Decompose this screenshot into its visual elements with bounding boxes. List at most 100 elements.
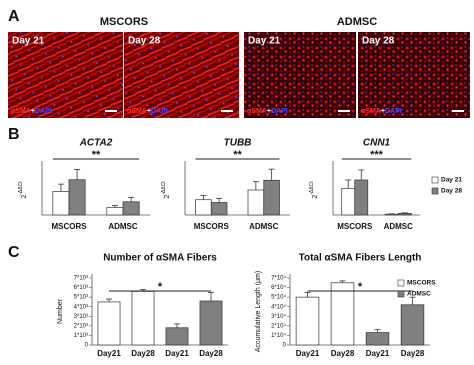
x-tick-label: ADMSC: [249, 222, 279, 231]
y-label-base: 2: [164, 195, 171, 199]
legend-label: Day 21: [441, 177, 462, 184]
day-label: Day 28: [128, 36, 161, 47]
y-label-base: 2: [312, 195, 319, 199]
stain-counter: DAPI: [151, 108, 168, 115]
bar: [263, 179, 280, 216]
x-tick-label: ADMSC: [108, 222, 138, 231]
y-tick-label: 0: [85, 343, 89, 349]
legend-swatch: [431, 187, 439, 195]
stain-label: αSMA+DAPI: [127, 108, 168, 115]
stain-joiner: +: [147, 108, 151, 115]
y-tick-label: 1*10⁴: [271, 332, 286, 339]
x-tick-label: ADMSC: [384, 222, 414, 231]
y-axis-label: Accumulative Length (μm): [255, 271, 262, 352]
bar: [397, 212, 412, 216]
x-tick-label: Day21: [165, 349, 189, 358]
bar: [195, 199, 212, 216]
chart-title: ACTA2: [79, 138, 113, 149]
y-tick-label: 3*10³: [74, 314, 88, 320]
x-tick-label: Day28: [401, 349, 425, 358]
bar: [365, 332, 390, 346]
stain-marker: αSMA: [127, 108, 147, 115]
panel-label: C: [8, 244, 20, 261]
chart-title: CNN1: [363, 138, 391, 149]
bar: [97, 301, 121, 346]
day-label: Day 21: [12, 36, 45, 47]
significance-label: *: [158, 281, 163, 293]
significance-label: ***: [370, 149, 384, 161]
bar: [341, 187, 356, 216]
bar: [247, 189, 265, 216]
x-tick-label: Day28: [199, 349, 223, 358]
bar: [210, 202, 228, 216]
legend-label: Day 28: [441, 188, 462, 195]
y-axis-label: 2-ΔΔCt: [161, 181, 171, 199]
micrograph: [8, 32, 123, 118]
chart-title: Total αSMA Fibers Length: [299, 253, 422, 264]
stain-marker: αSMA: [361, 108, 381, 115]
legend-swatch: [397, 279, 405, 287]
legend-swatch: [397, 290, 405, 298]
x-tick-label: Day21: [296, 349, 320, 358]
x-tick-label: Day21: [366, 349, 390, 358]
y-tick-label: 4*10⁴: [271, 303, 286, 310]
bar: [68, 179, 86, 216]
group-title: MSCORS: [100, 16, 148, 28]
stain-joiner: +: [267, 108, 271, 115]
y-label-exponent: -ΔΔCt: [161, 181, 167, 195]
bar: [199, 300, 223, 346]
stain-joiner: +: [381, 108, 385, 115]
significance-label: *: [358, 281, 363, 293]
stain-marker: αSMA: [247, 108, 267, 115]
x-tick-label: MSCORS: [194, 222, 230, 231]
chart-title: Number of αSMA Fibers: [103, 253, 217, 264]
panel-label: A: [8, 8, 20, 25]
y-axis-label: 2-ΔΔCt: [18, 181, 28, 199]
stain-label: αSMA+DAPI: [361, 108, 402, 115]
x-tick-label: Day28: [131, 349, 155, 358]
bar: [354, 179, 369, 216]
y-label-exponent: -ΔΔCt: [309, 181, 315, 195]
significance-label: **: [92, 149, 101, 161]
stain-counter: DAPI: [35, 108, 52, 115]
y-axis-label: 2-ΔΔCt: [309, 181, 319, 199]
x-tick-label: Day21: [97, 349, 121, 358]
y-tick-label: 2*10⁴: [271, 322, 286, 329]
micrograph: [124, 32, 239, 118]
stain-label: αSMA+DAPI: [247, 108, 288, 115]
day-label: Day 28: [362, 36, 395, 47]
stain-joiner: +: [31, 108, 35, 115]
x-tick-label: MSCORS: [51, 222, 87, 231]
legend-label: ADMSC: [407, 291, 431, 298]
y-tick-label: 3*10⁴: [271, 313, 286, 320]
bar: [400, 304, 425, 346]
legend-swatch: [431, 176, 439, 184]
x-tick-label: MSCORS: [337, 222, 373, 231]
y-tick-label: 6*10⁴: [271, 284, 286, 291]
bar: [165, 327, 189, 346]
y-axis-label: Number: [57, 298, 64, 324]
bar: [106, 207, 124, 216]
bar: [131, 291, 155, 346]
y-tick-label: 5*10⁴: [271, 294, 286, 301]
y-tick-label: 6*10³: [74, 285, 88, 291]
x-tick-label: Day28: [331, 349, 355, 358]
micrograph: [358, 32, 470, 118]
stain-marker: αSMA: [11, 108, 31, 115]
panel-label: B: [8, 126, 20, 143]
legend-label: MSCORS: [407, 280, 436, 287]
stain-label: αSMA+DAPI: [11, 108, 52, 115]
y-tick-label: 7*10³: [74, 276, 88, 282]
significance-label: **: [233, 149, 242, 161]
y-tick-label: 5*10³: [74, 295, 88, 301]
group-title: ADMSC: [337, 16, 377, 28]
bar: [384, 213, 399, 216]
micrograph: [244, 32, 356, 118]
y-label-base: 2: [21, 195, 28, 199]
y-tick-label: 2*10³: [74, 323, 88, 329]
chart-title: TUBB: [224, 138, 252, 149]
bar: [330, 282, 355, 346]
bar: [295, 296, 320, 346]
day-label: Day 21: [248, 36, 281, 47]
